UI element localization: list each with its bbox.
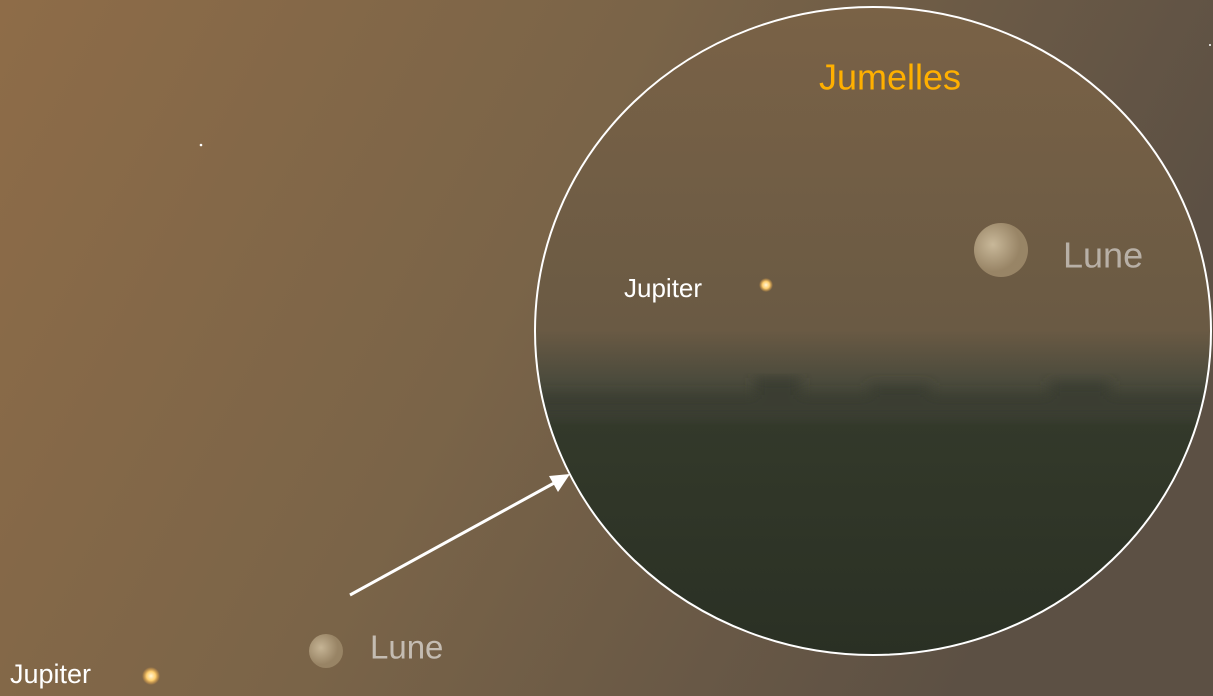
page: Jupiter Lune Jumelles Jupiter Lune (() =… [0, 0, 1213, 696]
jupiter-label: Jupiter [10, 659, 91, 689]
moon [309, 634, 343, 668]
view-title: Jumelles [819, 57, 961, 98]
scene: Jupiter Lune Jumelles Jupiter Lune [0, 0, 1213, 696]
moon-label: Lune [1063, 235, 1143, 276]
star [200, 144, 203, 147]
star [1209, 44, 1211, 46]
jupiter [142, 667, 160, 685]
moon [974, 223, 1028, 277]
jupiter [759, 278, 773, 292]
jupiter-label: Jupiter [624, 273, 702, 303]
moon-label: Lune [370, 629, 443, 666]
